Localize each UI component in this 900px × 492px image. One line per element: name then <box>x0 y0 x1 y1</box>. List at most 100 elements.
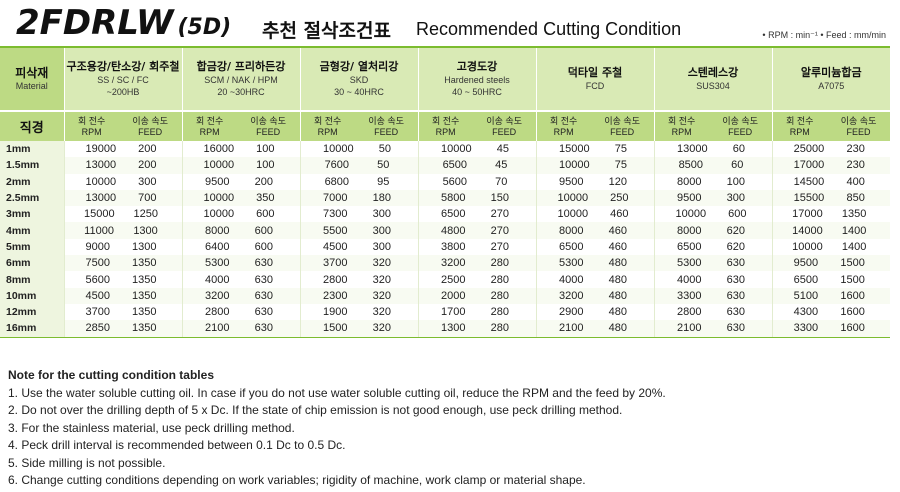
rpm-value: 7300 <box>323 208 348 221</box>
table-bottom-rule <box>0 336 890 338</box>
value-cell: 10000 100 <box>181 157 300 174</box>
value-cell: 6500 460 <box>535 238 654 256</box>
rpm-value: 4500 <box>85 289 110 302</box>
feed-value: 480 <box>608 322 627 335</box>
material-spec: A7075 <box>818 81 845 91</box>
feed-value: 1600 <box>840 289 865 302</box>
value-cell: 15000 75 <box>535 141 654 158</box>
rpm-value: 8000 <box>205 224 230 237</box>
feed-value: 300 <box>372 208 391 221</box>
rpm-label-ko: 회 전수 <box>668 115 696 126</box>
feed-value: 45 <box>496 143 509 156</box>
table-row: 4mm 11000 1300 8000 600 5500 300 4800 270 8000 460… <box>0 222 890 239</box>
value-cell: 3700 1350 <box>63 303 182 321</box>
value-cell: 9500 200 <box>181 173 300 190</box>
material-name: 합금강/ 프리하든강 <box>196 60 286 73</box>
rpm-value: 2900 <box>559 306 584 319</box>
feed-value: 1400 <box>841 224 867 237</box>
feed-value: 100 <box>256 159 275 172</box>
feed-label-ko: 이송 속도 <box>840 115 877 126</box>
feed-value: 300 <box>138 175 157 188</box>
rpm-value: 10000 <box>203 159 235 172</box>
material-spec: SCM / NAK / HPM <box>204 75 278 85</box>
rpm-value: 10000 <box>441 143 472 156</box>
rpm-value: 9500 <box>677 192 702 205</box>
feed-value: 620 <box>726 240 745 253</box>
value-cell: 7300 300 <box>299 206 418 223</box>
rpm-value: 10000 <box>323 143 354 156</box>
rpm-value: 2000 <box>441 289 466 302</box>
material-spec: Hardened steels <box>444 75 510 85</box>
diameter-cell: 2mm <box>0 173 64 190</box>
feed-value: 630 <box>726 289 745 302</box>
cutting-condition-table: 피삭재 Material 구조용강/탄소강/ 회주철 SS / SC / FC … <box>0 48 890 338</box>
value-cell: 6500 620 <box>653 238 772 256</box>
rpm-value: 9000 <box>85 240 110 253</box>
value-cell: 2300 320 <box>299 287 418 304</box>
rpm-label-ko: 회 전수 <box>550 115 578 126</box>
rpm-value: 7500 <box>85 257 110 270</box>
value-cell: 5800 150 <box>417 189 536 207</box>
rpm-value: 1700 <box>441 306 466 319</box>
rpm-value: 3300 <box>793 322 819 335</box>
feed-value: 460 <box>610 208 629 221</box>
feed-value: 200 <box>254 175 273 188</box>
feed-value: 75 <box>614 143 627 156</box>
value-cell: 6500 45 <box>417 157 536 174</box>
value-cell: 11000 1300 <box>63 222 182 239</box>
rpm-label-ko: 회 전수 <box>196 115 224 126</box>
rpm-label-en: RPM <box>789 126 810 137</box>
feed-value: 1350 <box>132 273 157 286</box>
value-cell: 6400 600 <box>181 238 300 256</box>
rpm-value: 2500 <box>441 273 466 286</box>
feed-value: 1300 <box>133 224 158 237</box>
rpm-value: 6500 <box>677 240 702 253</box>
feed-label-ko: 이송 속도 <box>250 115 286 126</box>
rpm-label-en: RPM <box>435 126 456 137</box>
material-label-en: Material <box>15 81 48 91</box>
rpm-value: 8000 <box>559 224 584 237</box>
rpm-value: 5100 <box>793 289 819 302</box>
value-cell: 3300 630 <box>653 287 772 304</box>
material-name: 구조용강/탄소강/ 회주철 <box>66 60 180 73</box>
feed-label-ko: 이송 속도 <box>722 115 758 126</box>
value-cell: 8000 460 <box>535 222 654 239</box>
material-spec: SS / SC / FC <box>97 75 149 85</box>
rpm-value: 5600 <box>442 175 468 188</box>
value-cell: 5100 1600 <box>771 287 890 304</box>
rpm-value: 15000 <box>83 208 115 221</box>
feed-value: 280 <box>490 289 509 302</box>
rpm-value: 15500 <box>793 192 825 205</box>
diameter-cell: 12mm <box>0 303 64 321</box>
subheader-cell: 회 전수 RPM 이송 속도 FEED <box>653 110 772 141</box>
feed-value: 850 <box>846 192 865 205</box>
table-row: 1.5mm 13000 200 10000 100 7600 50 6500 45 10000 75… <box>0 157 890 174</box>
table-row: 1mm 19000 200 16000 100 10000 50 10000 45 15000 75… <box>0 141 890 158</box>
rpm-value: 17000 <box>793 159 825 172</box>
note-item: 1. Use the water soluble cutting oil. In… <box>8 386 666 400</box>
value-cell: 13000 60 <box>653 141 772 158</box>
diameter-cell: 8mm <box>0 271 64 288</box>
rpm-value: 17000 <box>792 208 823 221</box>
note-item: 2. Do not over the drilling depth of 5 x… <box>8 403 623 418</box>
rpm-value: 3200 <box>205 289 230 302</box>
value-cell: 2800 320 <box>299 271 418 288</box>
rpm-value: 3800 <box>441 240 466 253</box>
material-column-header: 금형강/ 열처리강 SKD 30 ~ 40HRC <box>299 48 418 111</box>
feed-value: 620 <box>726 224 745 237</box>
header-divider <box>0 46 890 48</box>
notes-list: 1. Use the water soluble cutting oil. In… <box>8 385 888 489</box>
material-label-cell: 피삭재 Material <box>0 48 64 111</box>
value-cell: 1700 280 <box>417 303 536 321</box>
value-cell: 14000 1400 <box>771 222 890 239</box>
title-korean: 추천 절삭조건표 <box>262 20 391 42</box>
feed-label-en: FEED <box>256 126 281 137</box>
table-row: 3mm 15000 1250 10000 600 7300 300 6500 270 10000 4… <box>0 206 890 223</box>
value-cell: 2900 480 <box>535 303 654 321</box>
rpm-value: 10000 <box>203 208 235 221</box>
subheader-cell: 회 전수 RPM 이송 속도 FEED <box>417 110 536 141</box>
value-cell: 6500 270 <box>417 206 536 223</box>
rpm-value: 5300 <box>559 257 584 270</box>
feed-value: 60 <box>732 143 745 156</box>
value-cell: 5300 630 <box>181 255 300 272</box>
